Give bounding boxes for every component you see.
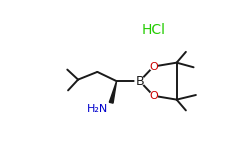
Text: O: O [149,61,158,72]
Text: B: B [135,75,144,88]
Circle shape [135,76,144,86]
Text: H₂N: H₂N [87,104,108,114]
Circle shape [150,63,158,70]
Polygon shape [109,81,116,103]
Text: O: O [149,91,158,101]
Text: HCl: HCl [142,22,166,37]
Circle shape [150,92,158,100]
